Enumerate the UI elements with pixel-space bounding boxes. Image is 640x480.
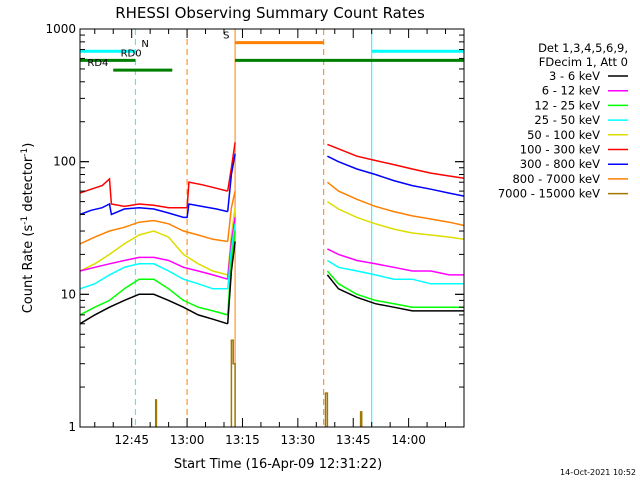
series-6-line-0: [79, 278, 228, 316]
legend-entry-label: 3 - 6 keV: [549, 69, 600, 83]
series-2-line-0: [79, 219, 228, 245]
plot-area: N S RD0 RD4: [79, 29, 465, 427]
chart-title: RHESSI Observing Summary Count Rates: [115, 4, 425, 22]
series-8-line-0: [154, 399, 158, 427]
series-6-line-2: [326, 270, 464, 308]
series-7-line-2: [326, 274, 464, 312]
legend-entry-label: 50 - 100 keV: [527, 128, 600, 142]
axes: 1 10 100 1000 12:45 13:00 13:15 13:30 13:45 14:00: [45, 22, 465, 447]
series-5-line-1: [226, 223, 236, 289]
series-8-line-3: [359, 411, 363, 427]
x-tick-label: 12:45: [114, 433, 149, 447]
y-axis-label-mid: detector: [21, 156, 36, 216]
legend-header-2: FDecim 1, Att 0: [539, 55, 628, 69]
series-0-line-1: [226, 142, 236, 192]
flag-label-n: N: [141, 39, 148, 50]
series-7-line-1: [226, 241, 236, 324]
series-3-line-0: [79, 230, 228, 276]
legend: Det 1,3,4,5,6,9, FDecim 1, Att 0 3 - 6 k…: [498, 41, 628, 201]
legend-entry-label: 100 - 300 keV: [520, 143, 600, 157]
y-tick-label: 1000: [45, 22, 76, 36]
legend-entry-label: 300 - 800 keV: [520, 157, 600, 171]
x-tick-label: 13:30: [281, 433, 316, 447]
timestamp: 14-Oct-2021 10:52: [560, 468, 636, 477]
y-axis-label: Count Rate (s-1 detector-1): [20, 143, 36, 314]
legend-entry-label: 800 - 7000 keV: [512, 172, 600, 186]
series-7-line-0: [79, 293, 228, 325]
flag-label-s: S: [223, 31, 229, 42]
x-tick-label: 14:00: [391, 433, 426, 447]
y-axis-label-main: Count Rate (s: [21, 225, 36, 314]
x-tick-label: 13:00: [170, 433, 205, 447]
series-4-line-2: [327, 248, 464, 276]
series-3-line-2: [326, 200, 465, 241]
series-4-line-0: [79, 256, 228, 280]
series-5-line-0: [79, 263, 228, 290]
series-0-line-0: [79, 177, 228, 209]
series-5-line-2: [327, 259, 464, 285]
y-tick-label: 100: [53, 155, 76, 169]
series-8-line-2: [324, 392, 329, 427]
legend-entry-label: 12 - 25 keV: [534, 98, 600, 112]
y-tick-label: 10: [61, 287, 76, 301]
legend-entry-label: 25 - 50 keV: [534, 113, 600, 127]
flag-label-rd4: RD4: [87, 58, 108, 69]
legend-entry-label: 6 - 12 keV: [542, 84, 600, 98]
flag-label-rd0: RD0: [121, 48, 142, 59]
series-1-line-1: [226, 153, 236, 212]
y-axis-label-sup2: -1: [20, 148, 30, 157]
series-8-line-1: [230, 339, 236, 427]
y-axis-label-end: ): [21, 143, 36, 148]
series-1-line-0: [79, 202, 228, 219]
series-2-line-1: [226, 190, 236, 242]
series-1-line-2: [327, 155, 465, 197]
x-tick-label: 13:45: [336, 433, 371, 447]
x-tick-label: 13:15: [225, 433, 260, 447]
legend-header-1: Det 1,3,4,5,6,9,: [538, 41, 628, 55]
y-axis-label-sup1: -1: [20, 216, 30, 225]
plot-frame: [79, 28, 465, 428]
legend-entry-label: 7000 - 15000 keV: [498, 187, 600, 201]
series-4-line-1: [226, 217, 236, 280]
y-tick-label: 1: [68, 420, 76, 434]
series-0-line-2: [327, 143, 465, 179]
x-axis-label: Start Time (16-Apr-09 12:31:22): [174, 457, 382, 472]
series-2-line-2: [326, 181, 465, 227]
